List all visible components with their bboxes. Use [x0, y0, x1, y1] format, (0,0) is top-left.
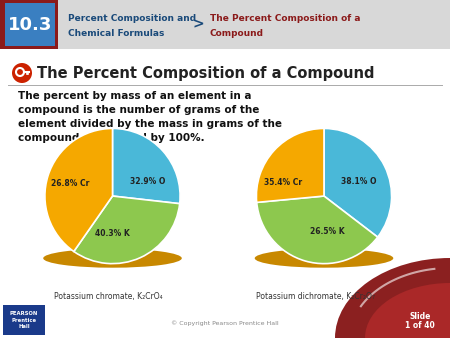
Wedge shape [256, 196, 378, 264]
Ellipse shape [255, 249, 393, 268]
Text: 1 of 40: 1 of 40 [405, 320, 435, 330]
Text: The Percent Composition of a: The Percent Composition of a [210, 14, 360, 23]
Wedge shape [74, 196, 180, 264]
Text: 32.9% O: 32.9% O [130, 177, 165, 186]
Text: The Percent Composition of a Compound: The Percent Composition of a Compound [37, 66, 374, 80]
Wedge shape [112, 128, 180, 204]
Text: >: > [192, 18, 204, 31]
FancyBboxPatch shape [58, 0, 450, 49]
FancyBboxPatch shape [3, 305, 45, 335]
Text: K₂Cr₂O₇: K₂Cr₂O₇ [296, 145, 334, 153]
Text: 26.8% Cr: 26.8% Cr [51, 179, 90, 188]
FancyBboxPatch shape [0, 0, 450, 49]
Text: The percent by mass of an element in a: The percent by mass of an element in a [18, 91, 252, 101]
Wedge shape [45, 128, 112, 251]
Text: Potassium dichromate, K₂Cr₂O₇: Potassium dichromate, K₂Cr₂O₇ [256, 291, 374, 300]
FancyBboxPatch shape [0, 49, 450, 338]
Text: 10.3: 10.3 [8, 16, 52, 33]
Text: Percent Composition and: Percent Composition and [68, 14, 196, 23]
Text: K₂CrO₄: K₂CrO₄ [91, 145, 125, 153]
Ellipse shape [365, 283, 450, 338]
Text: PEARSON
Prentice
Hall: PEARSON Prentice Hall [10, 311, 38, 329]
Circle shape [12, 63, 32, 83]
Wedge shape [256, 128, 324, 202]
Text: Compound: Compound [210, 28, 264, 38]
Text: element divided by the mass in grams of the: element divided by the mass in grams of … [18, 119, 282, 129]
Text: © Copyright Pearson Prentice Hall: © Copyright Pearson Prentice Hall [171, 320, 279, 326]
Text: 40.3% K: 40.3% K [95, 229, 130, 238]
Text: Chemical Formulas: Chemical Formulas [68, 28, 164, 38]
Text: Slide: Slide [410, 312, 431, 320]
Ellipse shape [43, 249, 182, 268]
Text: 35.4% Cr: 35.4% Cr [265, 178, 302, 187]
Text: compound is the number of grams of the: compound is the number of grams of the [18, 105, 259, 115]
Text: Potassium chromate, K₂CrO₄: Potassium chromate, K₂CrO₄ [54, 291, 162, 300]
Ellipse shape [335, 258, 450, 338]
Text: 26.5% K: 26.5% K [310, 227, 345, 236]
Text: compound, multiplied by 100%.: compound, multiplied by 100%. [18, 133, 205, 143]
Text: 38.1% O: 38.1% O [342, 177, 377, 186]
FancyBboxPatch shape [5, 3, 55, 46]
Wedge shape [324, 128, 392, 237]
